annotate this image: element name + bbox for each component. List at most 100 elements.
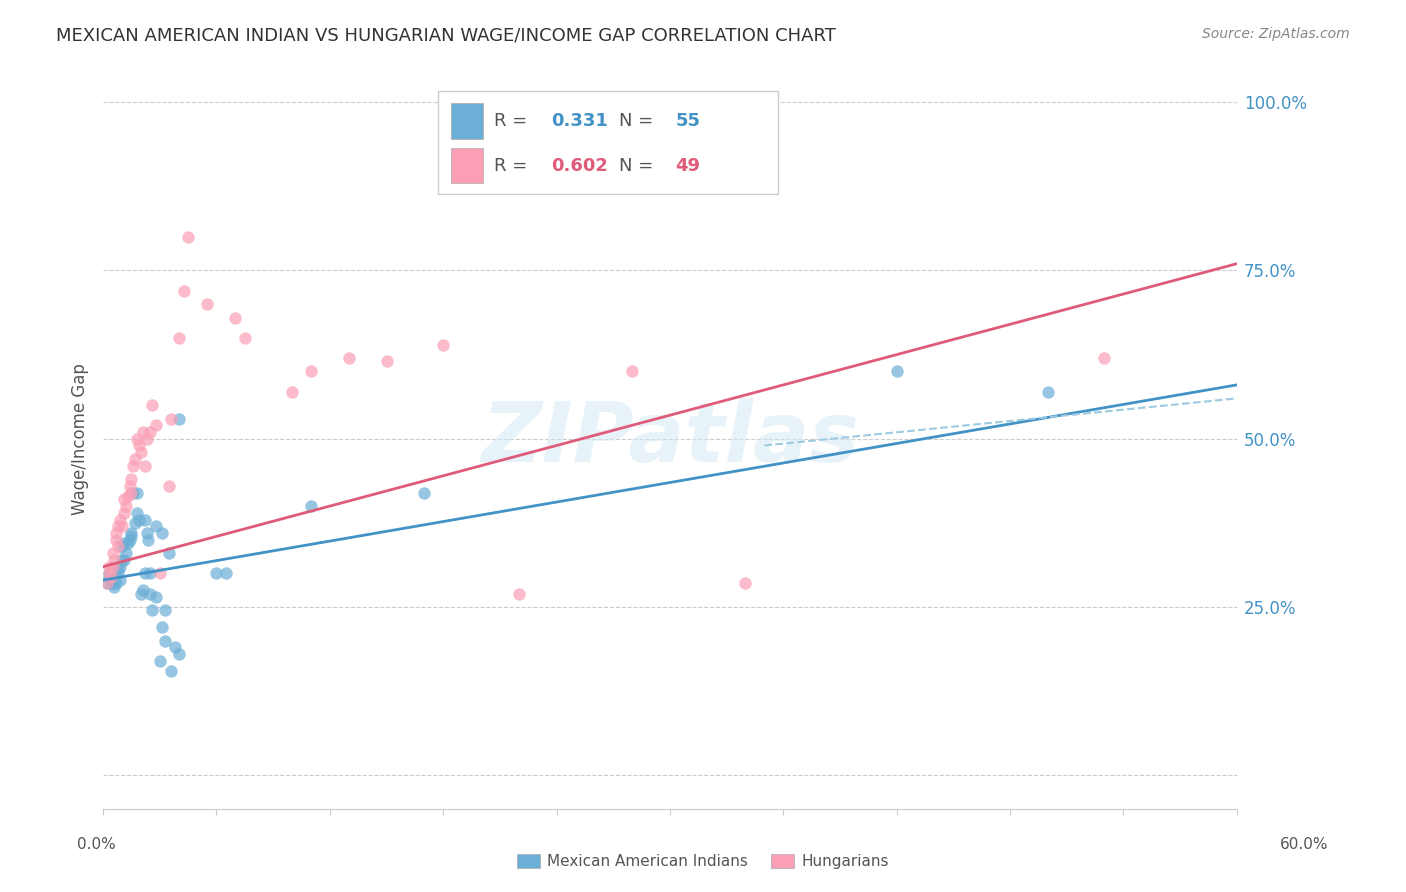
Point (111, 519, 134, 533)
Point (160, 411, 183, 425)
Bar (451, 103, 482, 139)
Point (145, 418, 167, 433)
Point (299, 499, 322, 513)
Point (107, 540, 129, 554)
Point (134, 458, 156, 473)
Point (101, 576, 124, 591)
Point (1094, 351, 1116, 365)
Point (97, 566, 120, 581)
Point (107, 559, 129, 574)
Point (173, 284, 195, 298)
Point (112, 506, 135, 520)
Point (139, 586, 162, 600)
Point (111, 540, 134, 554)
Point (337, 351, 360, 365)
Point (508, 586, 530, 600)
Point (103, 553, 125, 567)
Text: N =: N = (619, 112, 659, 130)
Text: 0.331: 0.331 (551, 112, 607, 130)
Y-axis label: Wage/Income Gap: Wage/Income Gap (72, 363, 89, 515)
Point (118, 479, 141, 493)
Point (150, 620, 173, 634)
Point (108, 573, 131, 587)
Legend: Mexican American Indians, Hungarians: Mexican American Indians, Hungarians (510, 848, 896, 875)
Point (1036, 384, 1059, 399)
Point (107, 519, 129, 533)
Point (121, 529, 143, 543)
Point (105, 566, 128, 581)
Point (195, 297, 218, 311)
Point (134, 566, 156, 581)
Point (177, 229, 200, 244)
Point (145, 590, 167, 604)
Point (105, 526, 128, 541)
Point (149, 566, 172, 581)
Point (149, 654, 172, 668)
Point (167, 331, 190, 345)
Point (127, 485, 149, 500)
Text: 0.0%: 0.0% (77, 837, 117, 852)
Point (107, 566, 129, 581)
Point (121, 526, 143, 541)
Text: N =: N = (619, 156, 659, 175)
Point (157, 546, 180, 560)
Point (112, 536, 135, 550)
Point (621, 364, 644, 378)
Point (134, 512, 156, 526)
Point (124, 452, 146, 467)
Point (160, 664, 183, 678)
Point (432, 337, 454, 351)
Point (224, 310, 246, 325)
Point (135, 432, 157, 446)
Bar (451, 148, 482, 183)
Point (97, 570, 120, 584)
Point (112, 553, 135, 567)
Point (96, 576, 118, 591)
Point (108, 512, 131, 526)
Text: 49: 49 (675, 156, 700, 175)
Point (145, 519, 167, 533)
Point (103, 573, 125, 587)
Point (886, 364, 908, 378)
Point (111, 553, 134, 567)
Text: R =: R = (495, 112, 533, 130)
Point (233, 331, 256, 345)
Point (117, 489, 139, 503)
Point (108, 559, 131, 574)
Point (128, 512, 150, 526)
Text: 60.0%: 60.0% (1281, 837, 1329, 852)
Point (121, 472, 143, 486)
Point (139, 566, 162, 581)
Point (141, 398, 163, 412)
Point (100, 570, 122, 584)
Point (129, 445, 152, 459)
Text: 55: 55 (675, 112, 700, 130)
Point (101, 546, 124, 560)
Point (734, 576, 756, 591)
Point (132, 425, 155, 439)
Point (205, 566, 228, 581)
Point (413, 485, 436, 500)
Point (215, 566, 238, 581)
Point (167, 647, 190, 661)
Point (150, 526, 173, 541)
Point (299, 364, 322, 378)
Point (121, 485, 143, 500)
Point (141, 603, 163, 617)
Point (103, 580, 125, 594)
Point (101, 559, 124, 574)
Point (117, 536, 139, 550)
Point (114, 499, 136, 513)
Point (128, 438, 150, 452)
Point (127, 506, 149, 520)
Point (155, 633, 177, 648)
Point (129, 586, 152, 600)
Point (155, 603, 177, 617)
Point (157, 479, 180, 493)
Point (122, 485, 145, 500)
Point (112, 492, 135, 507)
Text: Source: ZipAtlas.com: Source: ZipAtlas.com (1202, 27, 1350, 41)
Point (96, 576, 118, 591)
Point (105, 576, 128, 591)
Point (100, 576, 122, 591)
